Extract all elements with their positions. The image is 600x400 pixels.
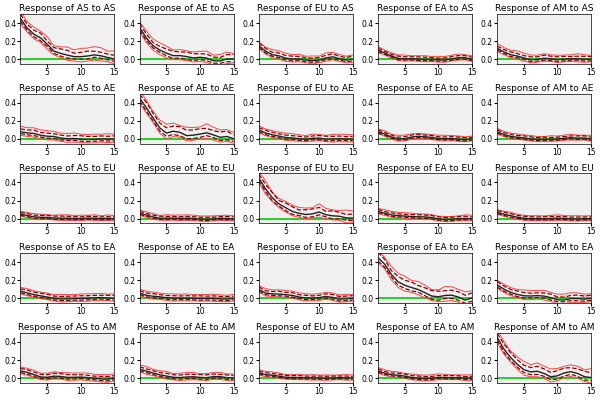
Title: Response of AE to AS: Response of AE to AS [139, 4, 235, 13]
Title: Response of AS to EU: Response of AS to EU [19, 164, 116, 173]
Title: Response of EA to EU: Response of EA to EU [377, 164, 473, 173]
Title: Response of AS to AS: Response of AS to AS [19, 4, 116, 13]
Title: Response of EU to EA: Response of EU to EA [257, 243, 354, 252]
Title: Response of AE to AE: Response of AE to AE [139, 84, 235, 93]
Title: Response of AE to AM: Response of AE to AM [137, 323, 236, 332]
Title: Response of EA to EA: Response of EA to EA [377, 243, 473, 252]
Title: Response of AS to EA: Response of AS to EA [19, 243, 116, 252]
Title: Response of EA to AE: Response of EA to AE [377, 84, 473, 93]
Title: Response of EU to AE: Response of EU to AE [257, 84, 354, 93]
Title: Response of EU to AM: Response of EU to AM [256, 323, 355, 332]
Title: Response of EA to AS: Response of EA to AS [377, 4, 473, 13]
Title: Response of AM to AS: Response of AM to AS [495, 4, 593, 13]
Title: Response of AM to AM: Response of AM to AM [494, 323, 595, 332]
Title: Response of EU to AS: Response of EU to AS [257, 4, 354, 13]
Title: Response of AE to EA: Response of AE to EA [139, 243, 235, 252]
Title: Response of AM to AE: Response of AM to AE [495, 84, 593, 93]
Title: Response of AE to EU: Response of AE to EU [138, 164, 235, 173]
Title: Response of AS to AM: Response of AS to AM [18, 323, 116, 332]
Title: Response of EU to EU: Response of EU to EU [257, 164, 354, 173]
Title: Response of AM to EU: Response of AM to EU [494, 164, 593, 173]
Title: Response of EA to AM: Response of EA to AM [376, 323, 474, 332]
Title: Response of AS to AE: Response of AS to AE [19, 84, 116, 93]
Title: Response of AM to EA: Response of AM to EA [495, 243, 593, 252]
